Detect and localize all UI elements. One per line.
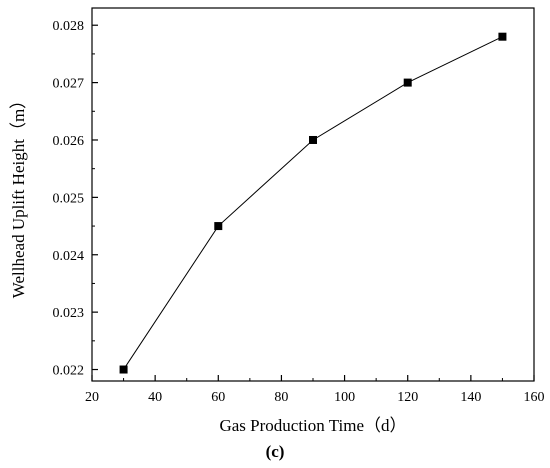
y-tick-label: 0.023 (53, 306, 85, 321)
x-tick-label: 100 (334, 390, 355, 405)
x-tick-label: 140 (460, 390, 481, 405)
x-axis: 20 40 60 80 100 120 140 160 (85, 375, 545, 405)
x-tick-label: 60 (211, 390, 225, 405)
data-point (119, 365, 128, 374)
x-axis-title: Gas Production Time（d） (219, 416, 406, 435)
series-line (123, 36, 503, 370)
data-point (498, 32, 507, 41)
panel-label: (c) (266, 442, 285, 461)
x-tick-label: 40 (148, 390, 162, 405)
data-point (309, 135, 317, 144)
x-tick-label: 160 (524, 390, 545, 405)
y-tick-label: 0.028 (53, 19, 85, 34)
data-point (403, 78, 412, 87)
y-tick-label: 0.027 (53, 77, 85, 92)
y-axis: 0.022 0.023 0.024 0.025 0.026 0.027 0.028 (53, 19, 98, 379)
data-point (214, 222, 223, 231)
y-tick-label: 0.024 (53, 249, 85, 264)
x-tick-label: 20 (85, 390, 99, 405)
x-tick-label: 80 (274, 390, 288, 405)
y-tick-label: 0.025 (53, 191, 85, 206)
y-tick-label: 0.026 (53, 134, 85, 149)
x-tick-label: 120 (397, 390, 418, 405)
series-group (119, 32, 507, 374)
y-tick-label: 0.022 (53, 364, 85, 379)
y-axis-title: Wellhead Uplift Height（m） (9, 92, 28, 298)
plot-frame (91, 7, 535, 382)
